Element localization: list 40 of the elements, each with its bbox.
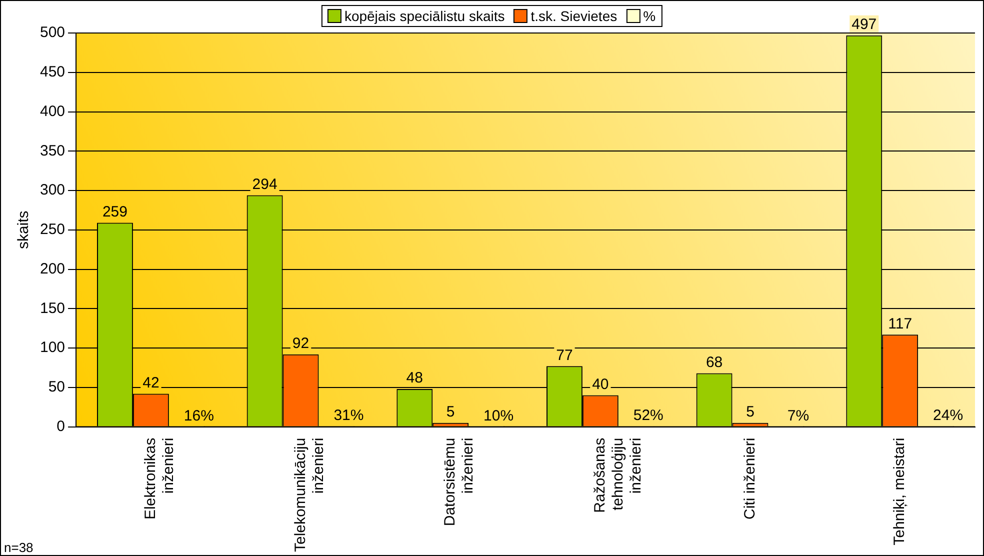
data-label: 24% [933,407,964,424]
data-label: 117 [888,315,912,332]
x-tick-label: Tehniķi, meistari [891,438,908,546]
y-tick-label: 0 [56,418,66,435]
data-label: 52% [633,407,664,424]
x-tick-label: Datorsistēmu inženieri [442,438,477,526]
data-label: 16% [184,407,214,424]
data-label: 7% [787,407,810,424]
y-tick-label: 250 [40,221,66,238]
y-tick-label: 450 [40,64,66,81]
y-tick-label: 200 [40,260,66,278]
data-label: 5 [746,403,754,420]
y-axis-title: skaits [15,210,32,250]
y-tick-label: 50 [48,378,66,396]
data-label: 10% [484,407,514,424]
y-tick-label: 350 [40,142,66,160]
data-label: 40 [592,376,609,393]
legend-label: % [643,8,656,24]
y-tick-label: 150 [40,300,66,317]
data-label: 68 [706,354,723,371]
y-tick-label: 100 [40,339,66,356]
text: n=38 [4,540,34,555]
data-label: 5 [446,403,455,420]
y-tick-label: 400 [40,102,66,120]
data-label: 92 [292,334,310,352]
data-label: 497 [852,16,877,34]
data-label: 259 [102,203,128,220]
y-tick-label: 500 [40,24,66,42]
data-label: 77 [556,346,573,364]
x-tick-label: Telekomunikāciju inženieri [292,438,327,552]
data-label: 42 [142,374,160,392]
y-tick-label: 300 [40,182,66,199]
data-label: 294 [252,176,278,193]
x-tick-label: Elektronikas inženieri [142,438,178,520]
data-label: 48 [406,370,423,387]
data-label: 31% [334,407,364,424]
legend-label: t.sk. Sievietes [530,8,618,24]
x-tick-label: Citi inženieri [741,438,758,520]
legend-label: kopējais speciālistu skaits [344,8,505,24]
x-tick-label: Ražošanas tehnoloģiju inženieri [592,438,645,513]
